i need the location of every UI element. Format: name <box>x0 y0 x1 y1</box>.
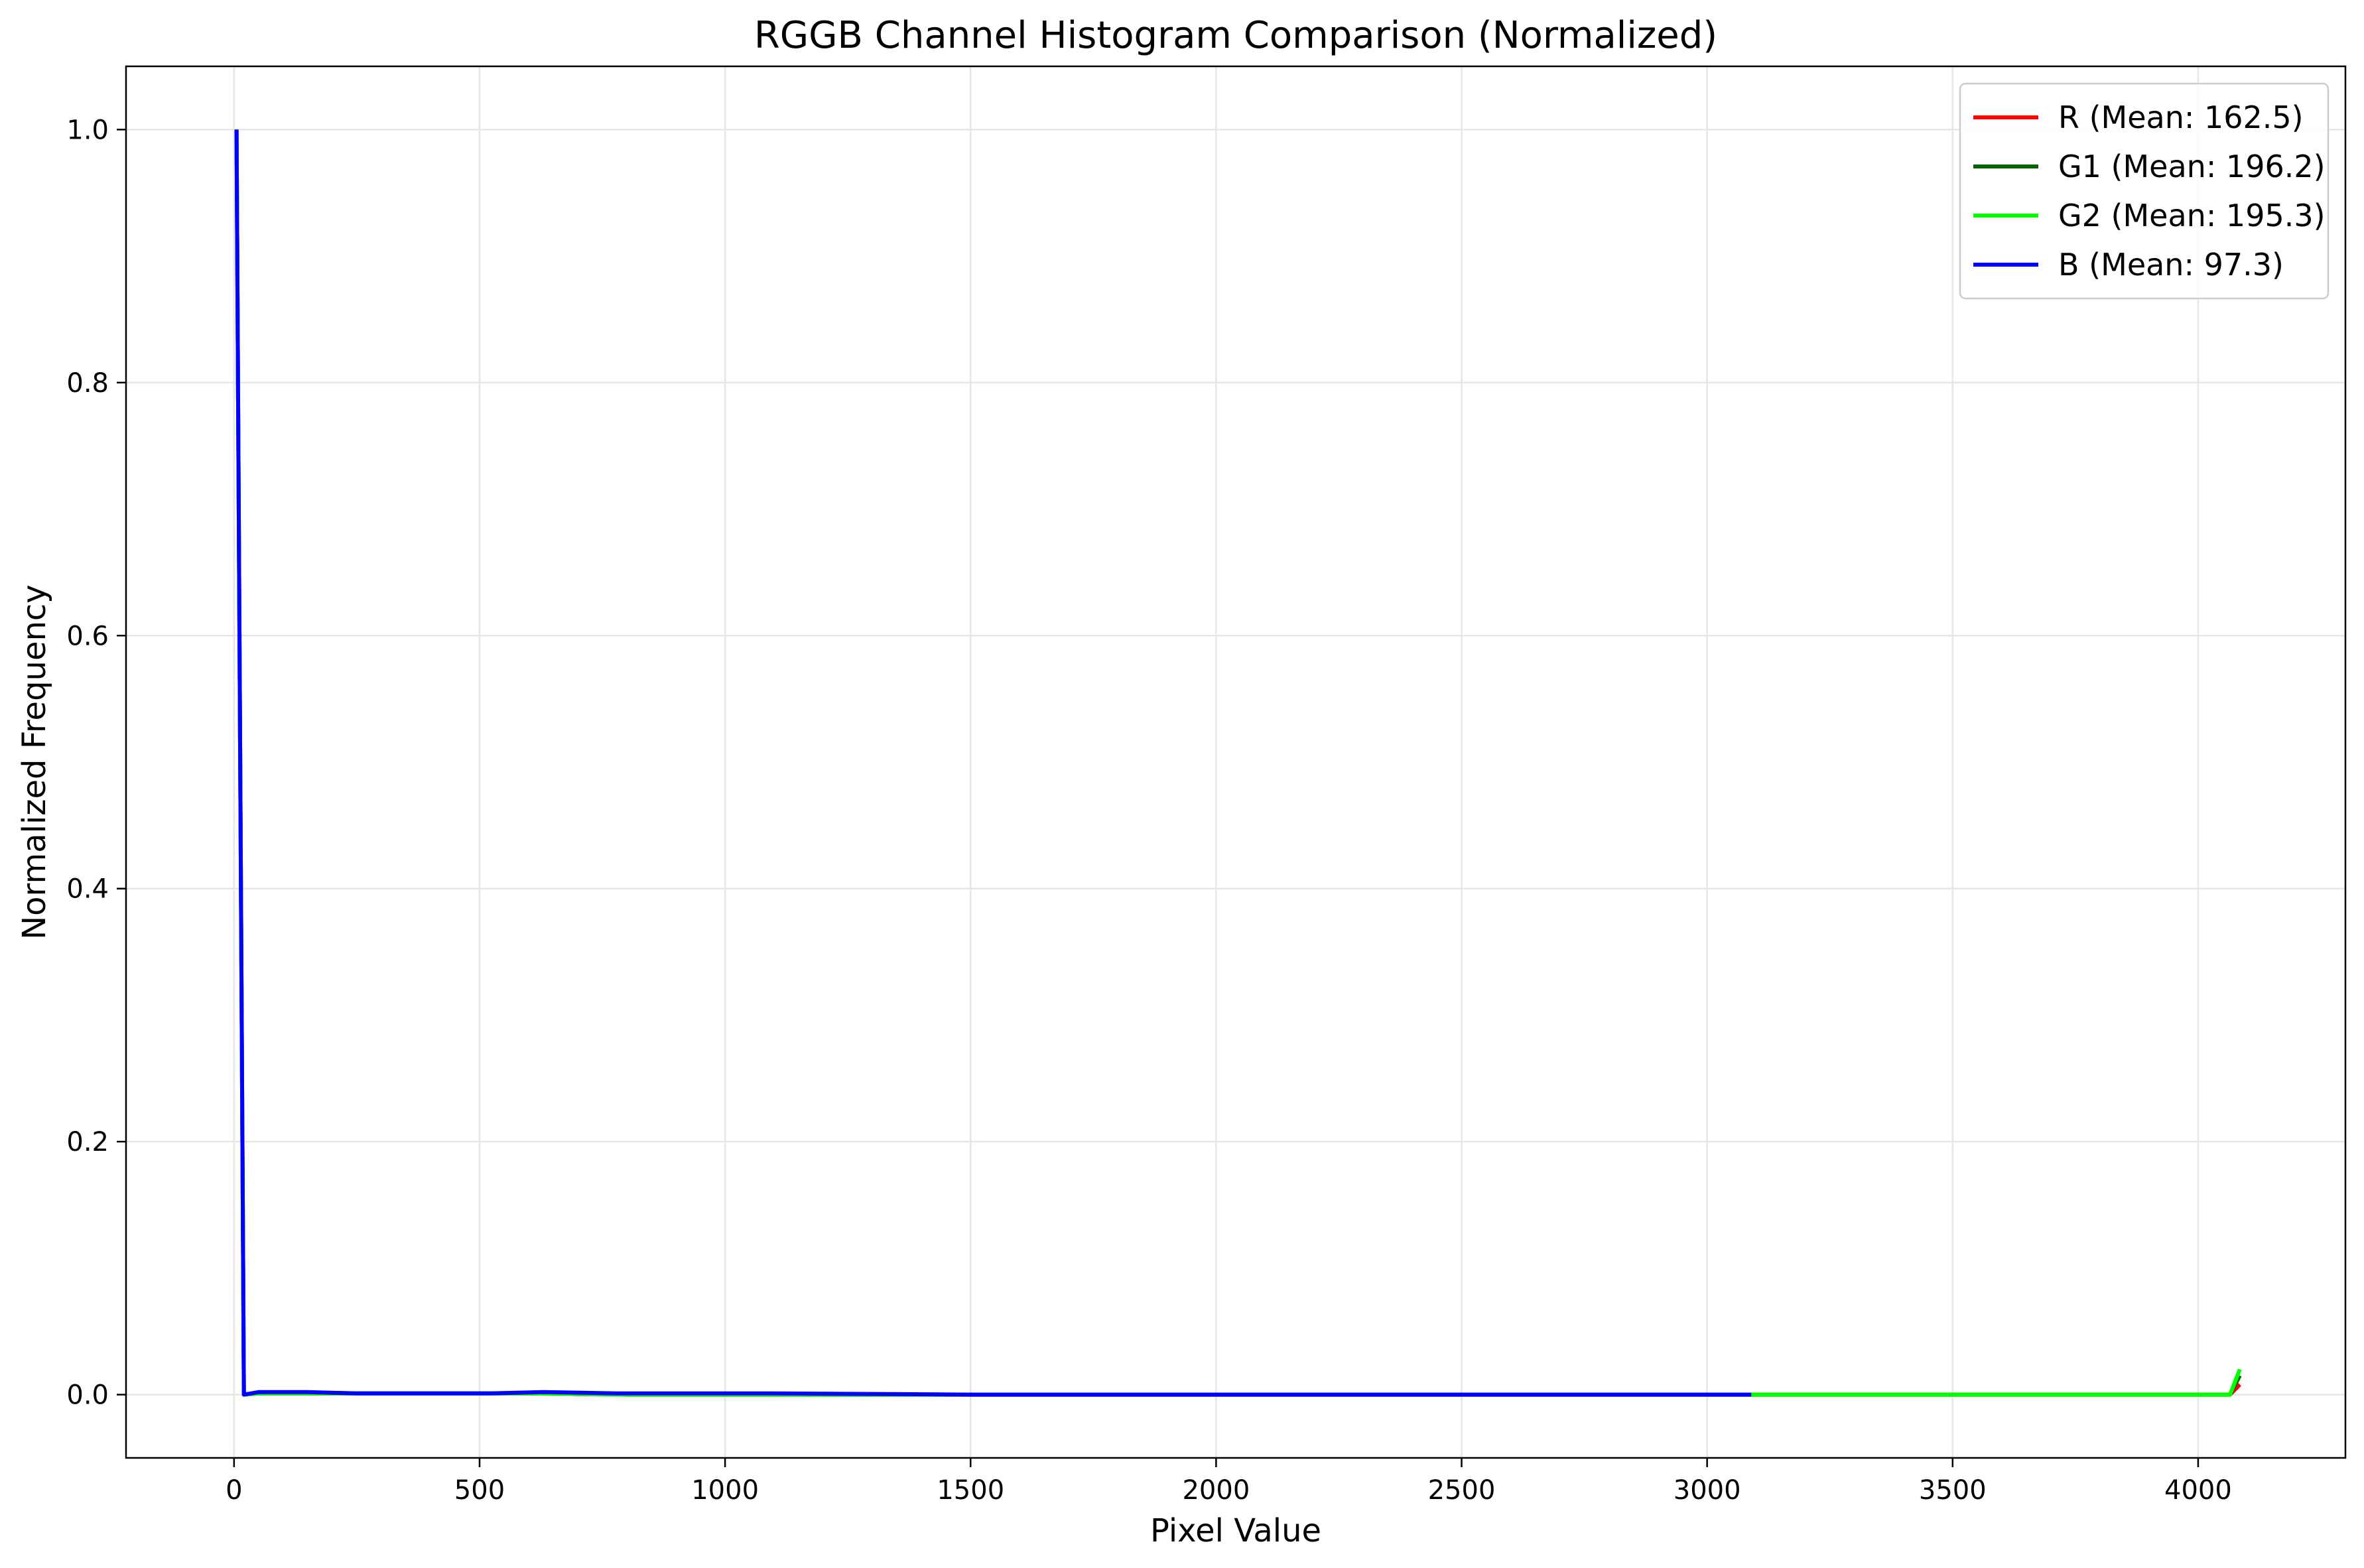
x-tick-label: 500 <box>454 1475 505 1506</box>
y-axis-label: Normalized Frequency <box>16 584 53 939</box>
y-tick-label: 0.0 <box>66 1380 109 1411</box>
y-tick-label: 0.6 <box>66 621 109 651</box>
x-tick-label: 3000 <box>1674 1475 1741 1506</box>
legend-label-0: R (Mean: 162.5) <box>2058 99 2304 135</box>
legend-label-3: B (Mean: 97.3) <box>2058 247 2284 283</box>
x-tick-label: 1500 <box>937 1475 1004 1506</box>
legend-label-2: G2 (Mean: 195.3) <box>2058 198 2326 233</box>
x-tick-label: 1000 <box>691 1475 759 1506</box>
axis-ticks: 0 500 1000 1500 2000 2500 3000 3500 4000 0.0 0.2 0.… <box>66 115 2231 1506</box>
x-axis-label: Pixel Value <box>1150 1512 1321 1549</box>
y-tick-label: 0.8 <box>66 368 109 399</box>
series-line-3 <box>234 129 1752 1397</box>
y-tick-label: 1.0 <box>66 115 109 145</box>
plot-area-frame <box>125 65 2347 1459</box>
y-tick-label: 0.4 <box>66 874 109 905</box>
legend: R (Mean: 162.5) G1 (Mean: 196.2) G2 (Mean:… <box>1959 82 2330 300</box>
x-tick-label: 3500 <box>1919 1475 1987 1506</box>
legend-label-1: G1 (Mean: 196.2) <box>2058 149 2326 184</box>
x-tick-label: 4000 <box>2164 1475 2232 1506</box>
y-tick-label: 0.2 <box>66 1127 109 1157</box>
legend-box <box>1959 82 2330 300</box>
chart-title: RGGB Channel Histogram Comparison (Norma… <box>754 14 1717 57</box>
plot-series <box>234 129 2242 1397</box>
x-tick-label: 0 <box>226 1475 242 1506</box>
x-tick-label: 2000 <box>1182 1475 1250 1506</box>
x-tick-label: 2500 <box>1428 1475 1496 1506</box>
